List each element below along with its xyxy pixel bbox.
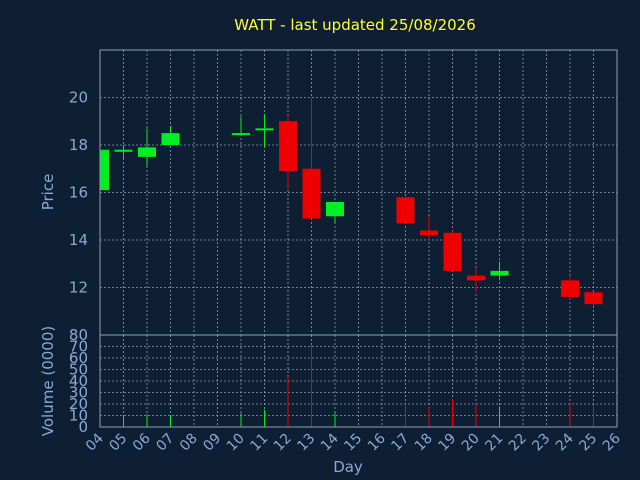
candle [279,116,297,188]
price-panel-grid [99,50,618,335]
candle-body [302,168,321,219]
candle [584,292,603,307]
volume-axis-label: Volume (0000) [39,326,57,436]
candle [99,147,109,191]
volume-tick-label: 50 [69,361,88,379]
volume-tick-label: 0 [78,418,88,436]
x-tick-label: 06 [130,430,154,454]
volume-bars-layer [99,345,594,427]
candle [302,97,321,219]
x-tick-label: 23 [529,431,553,455]
candle-body [561,280,579,297]
price-tick-label: 18 [69,136,88,154]
panel-frames [99,49,618,428]
candle [490,261,509,281]
x-tick-label: 12 [271,431,295,455]
chart-title: WATT - last updated 25/08/2026 [234,16,476,34]
volume-panel-grid [99,335,618,428]
x-tick-label: 17 [388,431,412,455]
candle-body [420,230,438,236]
candle-body [114,149,133,152]
candle-body [100,149,109,191]
candle [443,230,462,271]
x-tick-label: 08 [177,431,201,455]
candle [138,128,156,167]
candle-body [279,121,297,172]
candle [396,197,415,224]
x-tick-label: 26 [600,430,624,454]
volume-tick-label: 80 [69,326,88,344]
x-tick-label: 25 [576,431,600,455]
x-axis-label: Day [333,458,363,476]
volume-tick-label: 20 [69,395,88,413]
candle [232,116,250,136]
price-axis-label: Price [39,174,57,211]
volume-tick-label: 10 [69,407,88,425]
volume-tick-label: 60 [69,349,88,367]
price-tick-label: 16 [69,184,88,202]
x-tick-label: 16 [365,430,389,454]
candle [326,202,344,224]
candle [420,216,438,240]
x-tick-label: 19 [435,431,459,455]
price-tick-label: 12 [69,279,88,297]
x-tick-label: 13 [294,431,318,455]
candle-body [467,275,485,281]
candles-layer [99,97,603,307]
candle-body [326,202,344,217]
price-tick-label: 14 [69,231,88,249]
x-tick-label: 15 [341,431,365,455]
x-tick-label: 05 [106,431,130,455]
candle [467,268,485,293]
candle-body [396,197,415,224]
x-tick-label: 11 [247,431,271,455]
candle [114,145,133,160]
candle-body [584,292,603,305]
x-tick-label: 22 [506,431,530,455]
candle-body [138,147,156,157]
candle-body [443,232,462,271]
x-tick-label: 14 [318,430,342,454]
volume-panel-frame [99,334,618,428]
candle [161,126,180,145]
candle-body [490,270,509,276]
x-tick-label: 10 [224,431,248,455]
volume-tick-label: 30 [69,384,88,402]
candle [255,114,274,148]
x-tick-label: 09 [200,431,224,455]
volume-tick-label: 70 [69,338,88,356]
x-tick-label: 24 [553,430,577,454]
candle-body [161,133,180,145]
price-tick-label: 20 [69,89,88,107]
x-tick-label: 07 [153,431,177,455]
x-tick-label: 21 [482,431,506,455]
candle-body [232,133,250,136]
x-tick-label: 18 [412,431,436,455]
candle [561,275,579,300]
x-tick-label: 20 [459,431,483,455]
candle-body [255,128,274,131]
volume-tick-label: 40 [69,372,88,390]
